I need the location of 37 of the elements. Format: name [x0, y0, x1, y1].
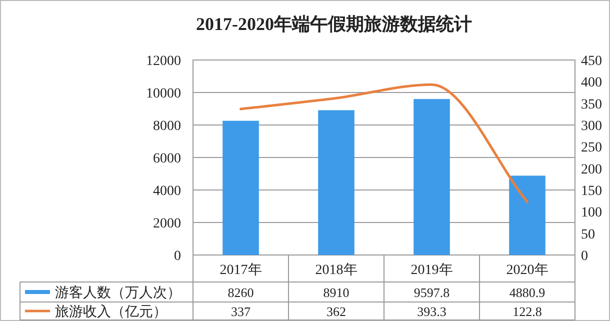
data-label: 9597.8	[414, 285, 450, 300]
y-tick-label: 0	[174, 249, 181, 264]
chart-title: 2017-2020年端午假期旅游数据统计	[196, 14, 472, 34]
y2-tick-label: 100	[581, 206, 602, 221]
x-tick-label: 2019年	[410, 262, 453, 278]
data-label: 362	[326, 304, 346, 319]
y-tick-label: 6000	[153, 152, 181, 166]
bar	[318, 110, 354, 255]
y2-tick-label: 0	[581, 249, 588, 264]
data-label: 8910	[323, 285, 350, 300]
y-tick-label: 4000	[153, 184, 181, 199]
y-tick-label: 12000	[146, 54, 181, 69]
data-label: 122.8	[512, 304, 542, 319]
bar	[222, 120, 259, 255]
y2-tick-label: 300	[581, 119, 602, 134]
y2-tick-label: 350	[581, 97, 602, 112]
x-tick-label: 2020年	[506, 262, 548, 278]
data-label: 337	[231, 304, 251, 319]
data-label: 4880.9	[509, 285, 546, 300]
y2-tick-label: 150	[581, 184, 602, 199]
legend-label: 游客人数（万人次）	[55, 285, 181, 301]
x-tick-label: 2017年	[220, 262, 262, 278]
data-label: 8260	[228, 285, 254, 300]
y-tick-label: 2000	[153, 216, 181, 232]
bar	[509, 176, 546, 255]
y2-tick-label: 400	[581, 76, 602, 91]
y2-tick-label: 200	[581, 162, 602, 178]
x-tick-label: 2018年	[315, 262, 358, 278]
legend-label: 旅游收入（亿元）	[55, 304, 167, 320]
y2-tick-label: 50	[581, 227, 595, 242]
data-label: 393.3	[417, 304, 446, 319]
line-series	[240, 83, 528, 204]
y-tick-label: 10000	[146, 86, 181, 102]
y-tick-label: 8000	[153, 119, 181, 134]
y2-tick-label: 250	[581, 140, 602, 156]
y2-tick-label: 450	[581, 54, 602, 69]
bar	[414, 99, 450, 255]
